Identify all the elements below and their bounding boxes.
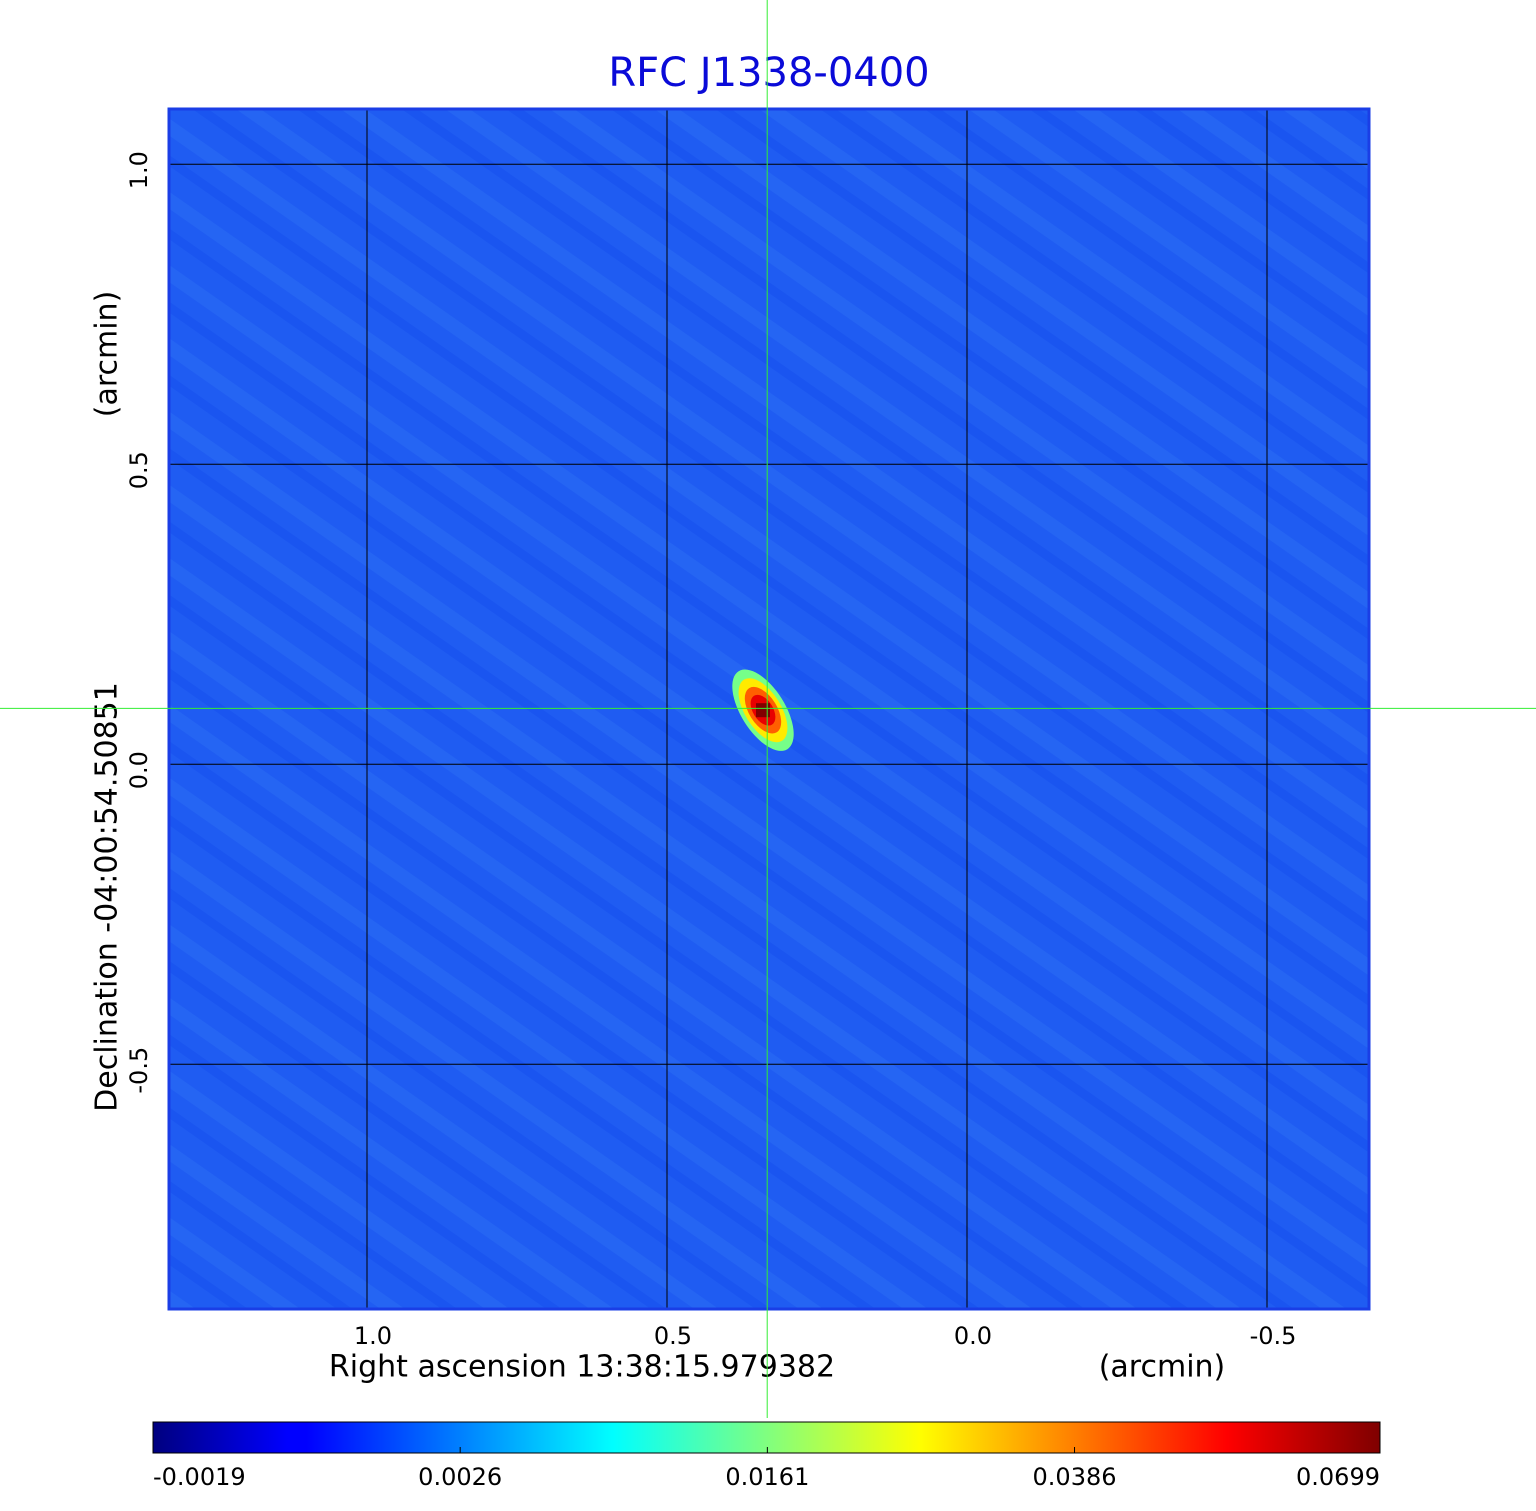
source-peak bbox=[756, 703, 770, 718]
x-axis-unit: (arcmin) bbox=[1099, 1350, 1226, 1385]
chart-title: RFC J1338-0400 bbox=[608, 50, 929, 96]
y-tick-label: 0.0 bbox=[125, 751, 153, 789]
x-tick-label: 1.0 bbox=[354, 1322, 392, 1350]
y-tick-label: 1.0 bbox=[125, 151, 153, 189]
colorbar-tick-label: 0.0386 bbox=[1033, 1463, 1117, 1491]
y-tick-label: 0.5 bbox=[125, 451, 153, 489]
grid bbox=[169, 109, 1369, 1309]
colorbar-tick-label: 0.0161 bbox=[725, 1463, 809, 1491]
source bbox=[732, 669, 794, 751]
y-axis-unit: (arcmin) bbox=[90, 291, 125, 418]
overlay bbox=[0, 0, 1536, 1418]
colorbar bbox=[152, 1421, 1381, 1454]
y-axis-label: Declination -04:00:54.50851 bbox=[90, 682, 125, 1112]
x-tick-label: 0.5 bbox=[654, 1322, 692, 1350]
x-tick-label: -0.5 bbox=[1250, 1322, 1297, 1350]
colorbar-tick-label: 0.0699 bbox=[1296, 1463, 1380, 1491]
x-tick-label: 0.0 bbox=[954, 1322, 992, 1350]
colorbar-tick-label: 0.0026 bbox=[418, 1463, 502, 1491]
plot-frame bbox=[167, 107, 1371, 1311]
colorbar-tick-label: -0.0019 bbox=[153, 1463, 246, 1491]
y-tick-label: -0.5 bbox=[125, 1047, 153, 1094]
x-axis-label: Right ascension 13:38:15.979382 bbox=[329, 1350, 835, 1385]
